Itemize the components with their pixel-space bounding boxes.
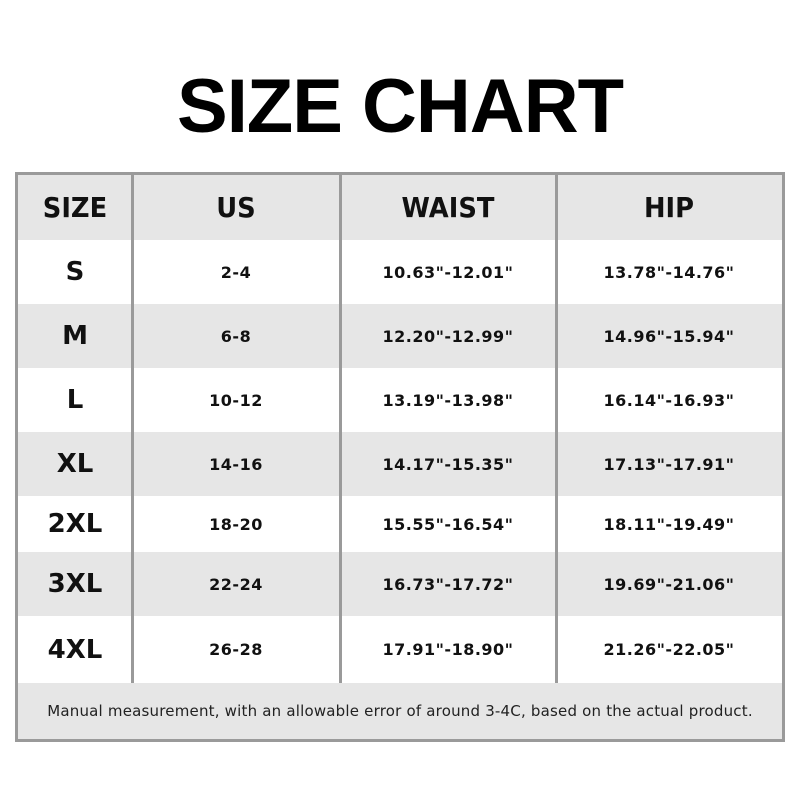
cell-hip: 14.96"-15.94" — [603, 326, 735, 346]
cell-size: S — [65, 257, 85, 287]
size-chart-table: SIZE US WAIST HIP S 2-4 10.63"-12.01" 13.78… — [15, 172, 785, 742]
page-title: SIZE CHART — [177, 64, 624, 149]
table-row: 3XL 22-24 16.73"-17.72" 19.69"-21.06" — [18, 552, 782, 616]
cell-us: 14-16 — [209, 454, 263, 474]
cell-us: 10-12 — [209, 390, 263, 410]
cell-waist: 10.63"-12.01" — [382, 262, 514, 282]
header-hip: HIP — [643, 191, 695, 224]
cell-hip: 18.11"-19.49" — [603, 514, 735, 534]
cell-us: 22-24 — [209, 574, 263, 594]
cell-hip: 19.69"-21.06" — [603, 574, 735, 594]
table-row: XL 14-16 14.17"-15.35" 17.13"-17.91" — [18, 432, 782, 496]
cell-hip: 21.26"-22.05" — [603, 640, 735, 659]
cell-us: 26-28 — [209, 640, 263, 659]
column-divider — [339, 175, 342, 683]
table-row: 2XL 18-20 15.55"-16.54" 18.11"-19.49" — [18, 496, 782, 552]
cell-waist: 13.19"-13.98" — [382, 390, 514, 410]
table-row: M 6-8 12.20"-12.99" 14.96"-15.94" — [18, 304, 782, 368]
cell-waist: 12.20"-12.99" — [382, 326, 514, 346]
cell-us: 2-4 — [220, 262, 252, 282]
cell-us: 18-20 — [209, 514, 263, 534]
table-row: L 10-12 13.19"-13.98" 16.14"-16.93" — [18, 368, 782, 432]
cell-hip: 16.14"-16.93" — [603, 390, 735, 410]
cell-hip: 13.78"-14.76" — [603, 262, 735, 282]
table-row: S 2-4 10.63"-12.01" 13.78"-14.76" — [18, 240, 782, 304]
cell-size: M — [62, 321, 88, 351]
cell-hip: 17.13"-17.91" — [603, 454, 735, 474]
cell-size: 3XL — [47, 569, 103, 599]
cell-waist: 15.55"-16.54" — [382, 514, 514, 534]
column-divider — [131, 175, 134, 683]
column-divider — [555, 175, 558, 683]
footnote: Manual measurement, with an allowable er… — [18, 683, 782, 739]
cell-size: L — [66, 385, 84, 415]
table-header-row: SIZE US WAIST HIP — [18, 175, 782, 240]
cell-size: 4XL — [47, 634, 103, 665]
cell-size: XL — [56, 449, 94, 479]
cell-waist: 17.91"-18.90" — [382, 640, 514, 659]
header-size: SIZE — [42, 191, 108, 224]
cell-waist: 14.17"-15.35" — [382, 454, 514, 474]
table-row: 4XL 26-28 17.91"-18.90" 21.26"-22.05" — [18, 616, 782, 683]
cell-size: 2XL — [47, 509, 103, 539]
header-us: US — [216, 191, 256, 224]
cell-us: 6-8 — [220, 326, 252, 346]
cell-waist: 16.73"-17.72" — [382, 574, 514, 594]
header-waist: WAIST — [401, 191, 495, 224]
